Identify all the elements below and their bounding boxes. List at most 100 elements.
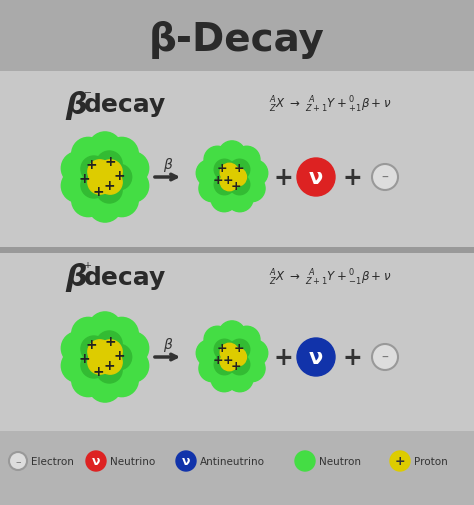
Text: ⁻: ⁻ xyxy=(84,88,92,104)
Text: +: + xyxy=(105,155,116,169)
Text: +: + xyxy=(93,364,104,378)
Text: ν: ν xyxy=(309,168,323,188)
Text: $^A_ZX\ \rightarrow\ ^{\ A}_{Z+1}Y + ^0_{-1}\beta + \nu$: $^A_ZX\ \rightarrow\ ^{\ A}_{Z+1}Y + ^0_… xyxy=(269,268,391,287)
Circle shape xyxy=(96,358,122,383)
Circle shape xyxy=(204,327,231,353)
Bar xyxy=(0,0,474,72)
Text: –: – xyxy=(15,456,21,466)
Circle shape xyxy=(297,338,335,376)
Circle shape xyxy=(88,171,112,195)
Text: +: + xyxy=(342,166,362,189)
Circle shape xyxy=(88,350,112,374)
Text: +: + xyxy=(85,158,97,172)
Text: Neutron: Neutron xyxy=(319,456,361,466)
Circle shape xyxy=(219,141,246,168)
Circle shape xyxy=(211,366,237,392)
Text: Neutrino: Neutrino xyxy=(110,456,155,466)
Circle shape xyxy=(61,153,94,185)
Circle shape xyxy=(106,165,132,190)
Circle shape xyxy=(233,147,260,174)
Text: β: β xyxy=(65,90,87,119)
Circle shape xyxy=(227,186,253,212)
Text: +: + xyxy=(213,353,224,366)
Circle shape xyxy=(220,173,238,191)
Circle shape xyxy=(81,336,107,362)
Circle shape xyxy=(238,176,265,203)
Circle shape xyxy=(61,349,94,383)
Circle shape xyxy=(390,451,410,471)
Circle shape xyxy=(61,332,94,365)
Circle shape xyxy=(229,160,250,180)
Circle shape xyxy=(196,340,223,367)
Circle shape xyxy=(72,184,105,217)
Text: –: – xyxy=(382,171,388,185)
Circle shape xyxy=(97,349,113,366)
Bar xyxy=(0,72,474,431)
Circle shape xyxy=(214,160,235,180)
Circle shape xyxy=(372,344,398,370)
Text: +: + xyxy=(234,162,244,175)
Text: $^A_ZX\ \rightarrow\ ^{\ A}_{Z+1}Y + ^0_{+1}\beta + \nu$: $^A_ZX\ \rightarrow\ ^{\ A}_{Z+1}Y + ^0_… xyxy=(269,95,391,115)
Text: +: + xyxy=(234,342,244,355)
Circle shape xyxy=(226,351,238,364)
Text: decay: decay xyxy=(84,266,166,289)
Circle shape xyxy=(61,170,94,203)
Circle shape xyxy=(199,176,226,203)
Circle shape xyxy=(81,157,107,182)
Text: ν: ν xyxy=(309,347,323,367)
Text: β: β xyxy=(65,263,87,292)
Circle shape xyxy=(89,369,121,402)
Text: +: + xyxy=(104,359,115,373)
Circle shape xyxy=(226,172,238,184)
Circle shape xyxy=(98,171,122,195)
Text: +: + xyxy=(105,335,116,348)
Circle shape xyxy=(72,364,105,397)
Circle shape xyxy=(220,343,238,362)
Text: –: – xyxy=(382,350,388,364)
Circle shape xyxy=(105,184,138,217)
Circle shape xyxy=(233,327,260,353)
Circle shape xyxy=(228,169,246,187)
Circle shape xyxy=(105,138,138,171)
Circle shape xyxy=(89,133,121,166)
Circle shape xyxy=(89,189,121,223)
Text: ⁺: ⁺ xyxy=(84,261,92,276)
Circle shape xyxy=(219,321,246,348)
Circle shape xyxy=(220,164,238,182)
Circle shape xyxy=(98,350,122,374)
Circle shape xyxy=(98,161,122,184)
Text: +: + xyxy=(93,184,104,198)
Text: +: + xyxy=(79,351,91,365)
Text: +: + xyxy=(213,173,224,186)
Text: Antineutrino: Antineutrino xyxy=(200,456,265,466)
Circle shape xyxy=(88,161,112,184)
Text: β: β xyxy=(163,337,172,351)
Circle shape xyxy=(98,340,122,364)
Text: Electron: Electron xyxy=(31,456,74,466)
Circle shape xyxy=(238,356,265,382)
Circle shape xyxy=(196,161,223,187)
Text: +: + xyxy=(230,179,241,192)
Circle shape xyxy=(229,175,250,195)
Circle shape xyxy=(204,147,231,174)
Text: +: + xyxy=(79,172,91,185)
Circle shape xyxy=(89,312,121,345)
Circle shape xyxy=(116,349,149,383)
Text: +: + xyxy=(114,348,126,363)
Circle shape xyxy=(214,175,235,195)
Circle shape xyxy=(88,340,112,364)
Circle shape xyxy=(96,331,122,357)
Text: β: β xyxy=(163,158,172,172)
Circle shape xyxy=(96,178,122,204)
Circle shape xyxy=(211,186,237,212)
Text: +: + xyxy=(223,353,234,366)
Circle shape xyxy=(97,169,113,186)
Text: +: + xyxy=(85,337,97,351)
Bar xyxy=(0,247,474,254)
Circle shape xyxy=(214,355,235,375)
Circle shape xyxy=(214,339,235,360)
Text: +: + xyxy=(114,169,126,183)
Circle shape xyxy=(229,355,250,375)
Circle shape xyxy=(220,353,238,371)
Circle shape xyxy=(86,451,106,471)
